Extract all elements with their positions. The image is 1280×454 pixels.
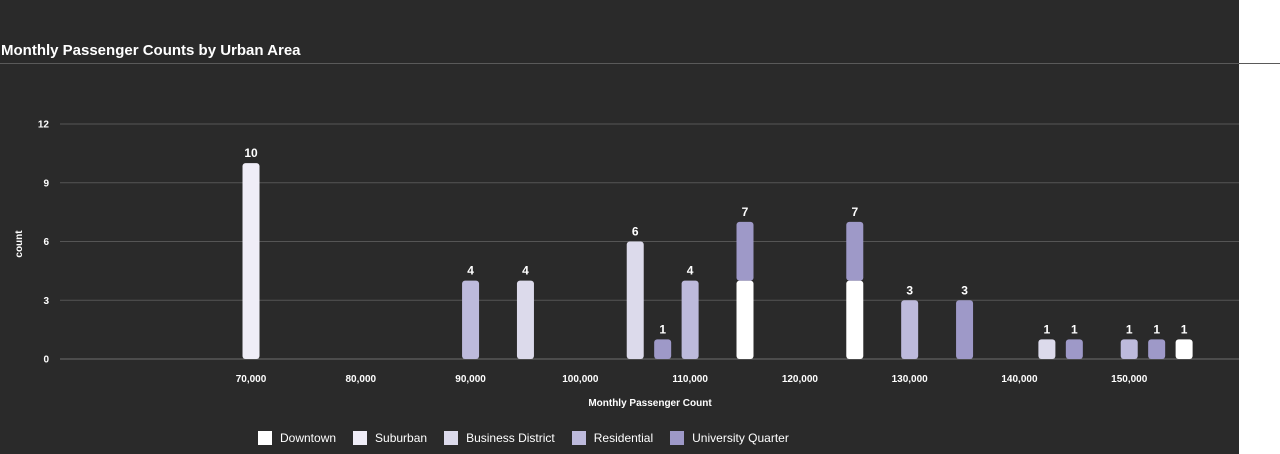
bar-business-district xyxy=(516,280,534,359)
bar-business-district xyxy=(626,241,644,359)
legend-swatch xyxy=(444,431,459,445)
x-tick-label: 110,000 xyxy=(672,374,708,385)
legend-swatch xyxy=(571,431,586,445)
x-tick-label: 70,000 xyxy=(236,374,267,385)
bar-total-label: 4 xyxy=(467,264,474,278)
bar-total-label: 1 xyxy=(1181,322,1188,336)
x-tick-label: 130,000 xyxy=(892,374,929,385)
grid xyxy=(60,123,1239,360)
bar-downtown xyxy=(736,280,754,359)
legend-item: Residential xyxy=(571,431,654,445)
bar-residential xyxy=(462,280,480,359)
bar-downtown xyxy=(1175,339,1193,359)
bar-total-label: 1 xyxy=(1044,322,1051,336)
legend-swatch xyxy=(670,431,685,445)
bar-residential xyxy=(1120,339,1138,359)
legend: Downtown Suburban Business District Residen… xyxy=(258,431,789,445)
bar-total-label: 1 xyxy=(659,322,666,336)
bar-total-label: 1 xyxy=(1071,322,1078,336)
bar-residential xyxy=(681,280,699,359)
tick-labels: 0 3 6 9 12 70,000 80,000 90,000 100,000 110,000 12… xyxy=(38,120,1148,386)
bar-total-label: 7 xyxy=(851,205,858,219)
legend-item: University Quarter xyxy=(670,431,789,445)
x-tick-label: 120,000 xyxy=(782,374,819,385)
y-tick-label: 6 xyxy=(43,237,49,248)
legend-swatch xyxy=(353,431,368,445)
data-labels: 10 4 4 6 1 4 7 7 3 3 1 1 1 1 1 xyxy=(244,146,1187,336)
bar-total-label: 4 xyxy=(687,264,694,278)
bar-total-label: 1 xyxy=(1153,322,1160,336)
bar-university-quarter xyxy=(654,339,672,359)
bar-university-quarter xyxy=(1065,339,1083,359)
x-tick-label: 90,000 xyxy=(455,374,486,385)
legend-label: Suburban xyxy=(375,431,428,445)
x-tick-label: 140,000 xyxy=(1001,374,1038,385)
y-tick-label: 3 xyxy=(43,296,49,307)
bar-total-label: 7 xyxy=(742,205,749,219)
legend-label: Downtown xyxy=(280,431,337,445)
legend-swatch xyxy=(258,431,272,445)
legend-label: University Quarter xyxy=(692,431,789,445)
bars xyxy=(242,163,1193,359)
histogram-chart: 10 4 4 6 1 4 7 7 3 3 1 1 1 1 1 0 3 6 9 12 70,000 80,000 90,00… xyxy=(14,120,1239,409)
bar-total-label: 4 xyxy=(522,264,529,278)
bar-business-district xyxy=(1038,339,1056,359)
bar-university-quarter xyxy=(956,300,974,359)
legend-item: Downtown xyxy=(258,431,336,445)
bar-residential xyxy=(901,300,919,359)
y-tick-label: 12 xyxy=(38,120,50,131)
bar-total-label: 10 xyxy=(244,146,258,160)
x-tick-label: 100,000 xyxy=(562,374,599,385)
bar-total-label: 6 xyxy=(632,225,639,239)
bar-total-label: 3 xyxy=(906,283,913,297)
x-axis-title: Monthly Passenger Count xyxy=(588,398,712,409)
legend-label: Business District xyxy=(466,431,555,445)
title-divider xyxy=(0,63,1280,64)
y-tick-label: 0 xyxy=(43,355,49,366)
bar-total-label: 1 xyxy=(1126,322,1133,336)
legend-item: Business District xyxy=(444,431,555,445)
legend-label: Residential xyxy=(593,431,654,445)
x-tick-label: 80,000 xyxy=(345,374,376,385)
x-tick-label: 150,000 xyxy=(1111,374,1148,385)
bar-downtown xyxy=(846,280,864,359)
bar-university-quarter xyxy=(846,221,864,281)
legend-item: Suburban xyxy=(353,431,427,445)
y-tick-label: 9 xyxy=(43,178,49,189)
y-axis-title: count xyxy=(14,230,25,258)
bar-suburban xyxy=(242,163,260,359)
bar-university-quarter xyxy=(1148,339,1166,359)
bar-university-quarter xyxy=(736,221,754,281)
page-title: Monthly Passenger Counts by Urban Area xyxy=(1,42,301,59)
bar-total-label: 3 xyxy=(961,283,968,297)
